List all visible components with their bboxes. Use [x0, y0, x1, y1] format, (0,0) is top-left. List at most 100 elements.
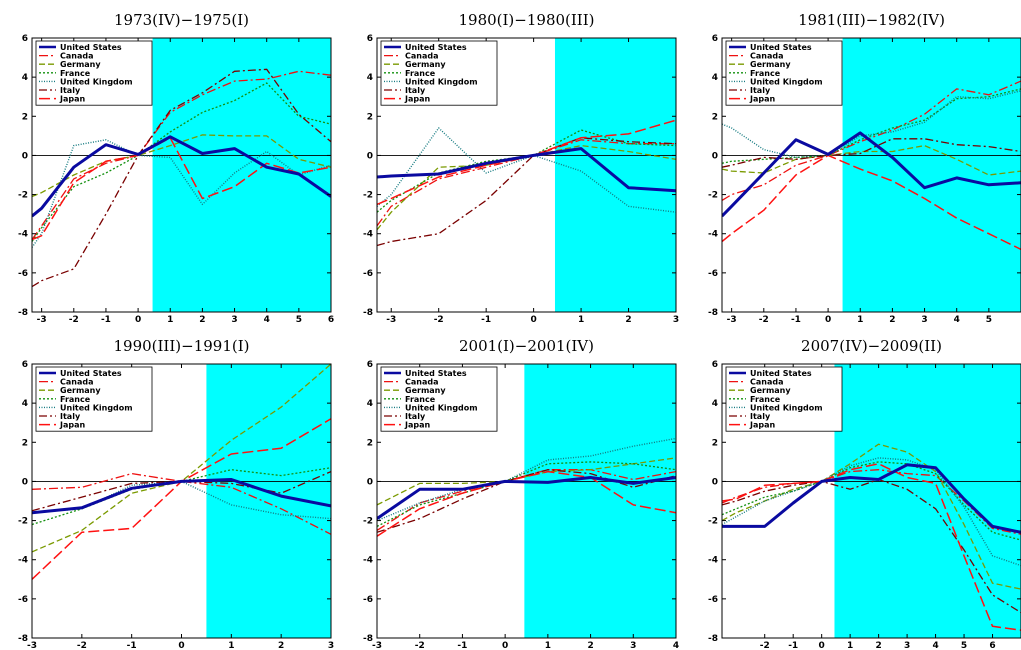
series-line-japan [722, 154, 1021, 251]
x-tick-label: 4 [932, 641, 938, 650]
legend-label-canada: Canada [405, 378, 439, 387]
chart-title: 2007(IV)−2009(II) [801, 337, 942, 355]
legend-label-united-states: United States [60, 43, 122, 52]
x-tick-label: -1 [791, 315, 801, 324]
y-tick-label: 0 [712, 151, 718, 161]
x-tick-label: 6 [989, 641, 995, 650]
legend-label-japan: Japan [404, 95, 431, 104]
series-line-germany [32, 134, 331, 198]
legend-label-united-kingdom: United Kingdom [405, 403, 478, 412]
chart-svg: 1980(I)−1980(III) -8 -6 -4 -2 0 2 4 6 -3 -2 -1 0 1 2 3 U… [363, 11, 679, 324]
y-tick-label: -4 [18, 230, 28, 240]
legend-label-japan: Japan [749, 421, 776, 430]
y-tick-label: 2 [22, 438, 28, 448]
y-tick-label: -2 [363, 191, 373, 201]
legend-label-canada: Canada [60, 52, 94, 61]
x-tick-label: 2 [889, 315, 895, 324]
legend-label-france: France [60, 395, 91, 404]
chart-title: 1990(III)−1991(I) [113, 337, 249, 355]
chart-svg: 1990(III)−1991(I) -8 -6 -4 -2 0 2 4 6 -3 -2 -1 0 1 2 3 U… [18, 337, 334, 650]
series-line-united-states [722, 131, 1021, 218]
series-line-canada [32, 472, 331, 535]
x-tick-label: 0 [819, 641, 825, 650]
series-line-germany [377, 457, 676, 506]
series-line-italy [722, 478, 1021, 614]
y-tick-label: 4 [712, 73, 718, 83]
y-tick-label: 6 [367, 360, 373, 370]
x-tick-label: -2 [77, 641, 87, 650]
legend-label-united-kingdom: United Kingdom [60, 77, 133, 86]
x-tick-label: 4 [954, 315, 960, 324]
series-group [722, 443, 1021, 631]
series-group [32, 364, 331, 580]
y-tick-label: 6 [367, 34, 373, 44]
y-tick-label: 6 [22, 360, 28, 370]
x-tick-label: 1 [228, 641, 234, 650]
y-tick-label: 2 [712, 438, 718, 448]
series-group [377, 119, 676, 247]
y-tick-label: -2 [18, 191, 28, 201]
series-line-united-kingdom [377, 127, 676, 213]
legend-label-united-kingdom: United Kingdom [405, 77, 478, 86]
y-tick-label: 4 [712, 399, 718, 409]
y-tick-label: -4 [363, 556, 373, 566]
legend-label-germany: Germany [750, 386, 791, 395]
chart-title: 1980(I)−1980(III) [458, 11, 594, 29]
y-tick-label: -8 [363, 634, 373, 644]
y-tick-label: 0 [367, 151, 373, 161]
x-tick-label: 3 [231, 315, 237, 324]
legend-label-italy: Italy [60, 412, 81, 421]
y-tick-label: -8 [363, 308, 373, 318]
chart-svg: 1973(IV)−1975(I) -8 -6 -4 -2 0 2 4 6 -3 -2 -1 0 1 2 3 4 5… [18, 11, 334, 324]
legend-label-france: France [405, 69, 436, 78]
x-tick-label: 5 [986, 315, 992, 324]
y-tick-label: -6 [363, 595, 373, 605]
y-tick-label: -2 [18, 517, 28, 527]
legend-label-germany: Germany [60, 60, 101, 69]
x-tick-label: 1 [857, 315, 863, 324]
panel-2007: 2007(IV)−2009(II) -8 -6 -4 -2 0 2 4 6 -2 -1 0 1 2 3 4 5 6… [690, 326, 1021, 650]
legend-label-italy: Italy [60, 86, 81, 95]
y-tick-label: -4 [708, 556, 718, 566]
x-tick-label: -2 [69, 315, 79, 324]
legend-label-canada: Canada [750, 378, 784, 387]
legend-label-united-states: United States [405, 369, 467, 378]
recession-shade [842, 38, 1021, 312]
plot-frame [721, 363, 1021, 639]
series-line-united-states [722, 463, 1021, 534]
legend-label-italy: Italy [405, 412, 426, 421]
x-tick-label: -1 [481, 315, 491, 324]
y-tick-label: -2 [363, 517, 373, 527]
series-group [377, 437, 676, 537]
series-line-canada [32, 70, 331, 240]
series-line-united-kingdom [377, 437, 676, 522]
recession-shade [834, 364, 1021, 638]
x-tick-label: 0 [530, 315, 536, 324]
legend-label-united-states: United States [750, 43, 812, 52]
y-tick-label: -8 [18, 634, 28, 644]
y-tick-label: 2 [367, 112, 373, 122]
series-line-germany [722, 144, 1021, 176]
legend-label-italy: Italy [750, 412, 771, 421]
legend-label-japan: Japan [404, 421, 431, 430]
x-tick-label: 2 [587, 641, 593, 650]
recession-shade [554, 38, 676, 312]
x-tick-label: 2 [625, 315, 631, 324]
x-tick-label: 1 [545, 641, 551, 650]
x-tick-label: -1 [788, 641, 798, 650]
y-tick-label: 4 [22, 399, 28, 409]
x-tick-label: -3 [372, 641, 382, 650]
chart-title: 1981(III)−1982(IV) [798, 11, 945, 29]
y-tick-label: -4 [18, 556, 28, 566]
legend-label-canada: Canada [60, 378, 94, 387]
legend-label-united-kingdom: United Kingdom [750, 77, 823, 86]
y-tick-label: 0 [367, 477, 373, 487]
x-tick-label: -2 [434, 315, 444, 324]
series-line-italy [377, 137, 676, 247]
y-tick-label: -8 [708, 308, 718, 318]
series-line-united-states [32, 478, 331, 515]
legend-label-japan: Japan [749, 95, 776, 104]
recession-shade [152, 38, 331, 312]
